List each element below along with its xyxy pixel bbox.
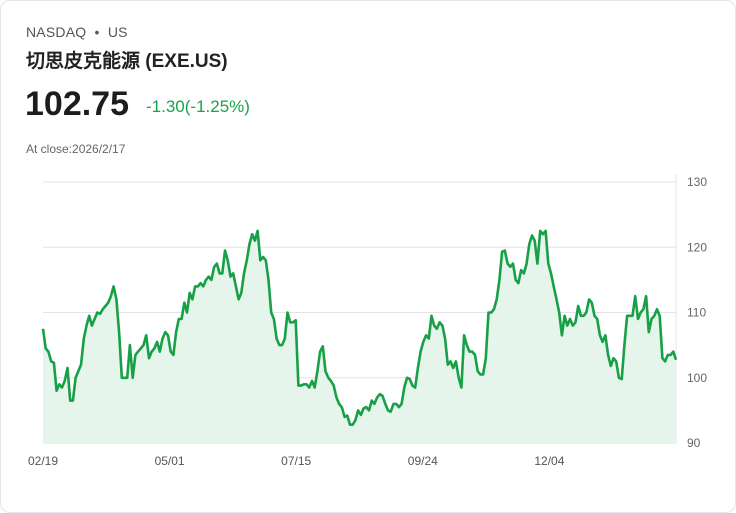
x-tick-label: 07/15 [281,454,311,468]
x-tick-label: 05/01 [155,454,185,468]
y-tick-label: 90 [687,436,701,450]
x-tick-label: 02/19 [28,454,58,468]
region: US [107,24,128,40]
stock-title: 切思皮克能源 (EXE.US) [26,51,228,72]
exchange-line: NASDAQ • US [26,24,128,40]
y-tick-label: 130 [687,175,707,189]
current-price: 102.75 [25,85,129,123]
y-tick-label: 110 [687,306,706,320]
price-line [41,229,678,426]
price-change: -1.30(-1.25%) [146,97,250,116]
x-tick-label: 09/24 [408,454,438,468]
y-tick-label: 100 [687,371,707,385]
close-date: At close:2026/2/17 [26,142,126,156]
y-tick-label: 120 [687,240,707,254]
x-tick-label: 12/04 [534,454,564,468]
separator-dot: • [94,24,100,40]
exchange-name: NASDAQ [26,24,87,40]
